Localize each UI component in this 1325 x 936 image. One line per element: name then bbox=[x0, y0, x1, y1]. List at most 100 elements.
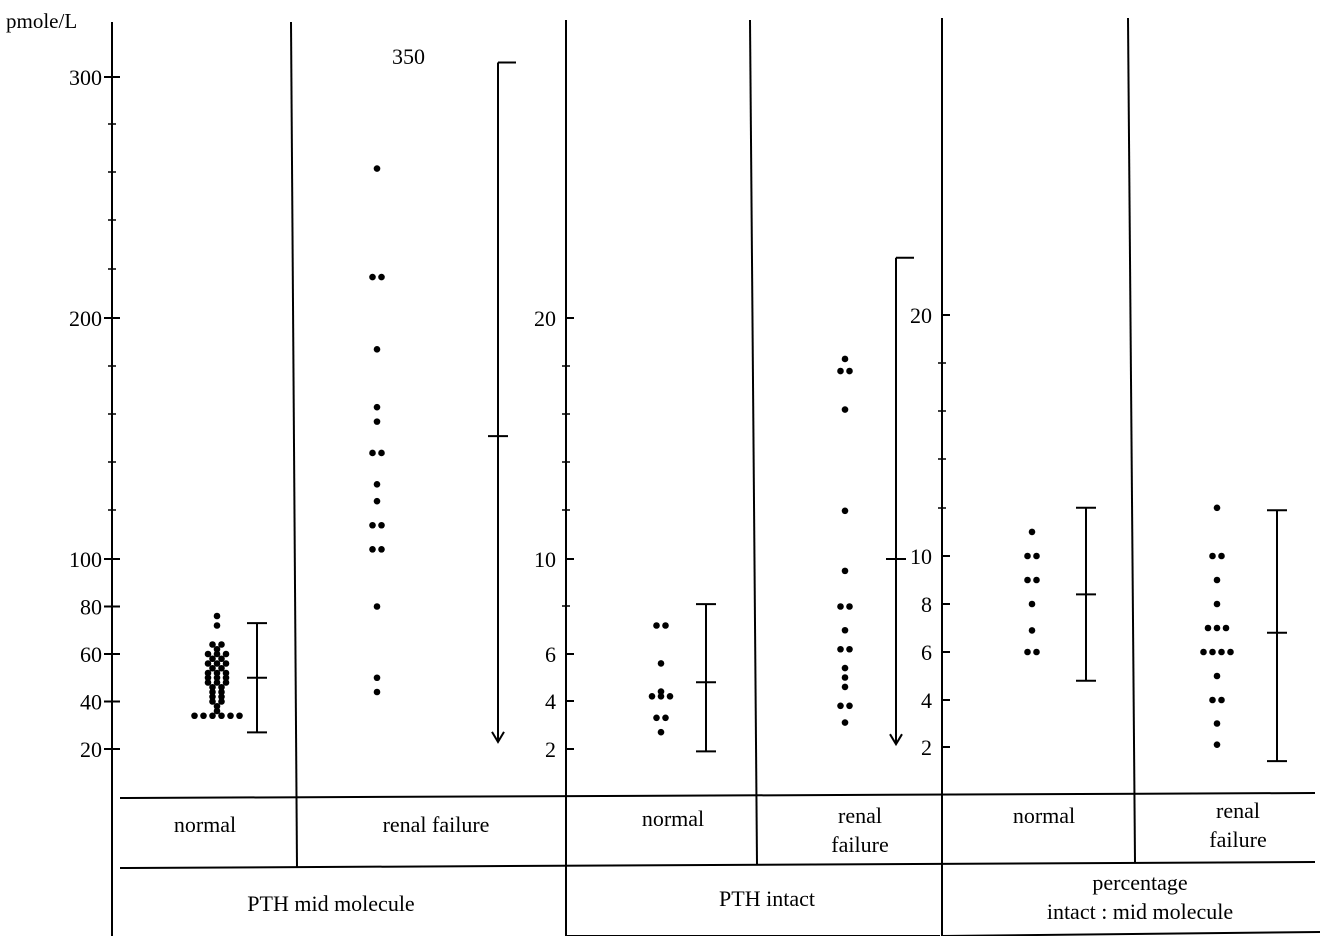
data-point bbox=[657, 660, 665, 667]
group-label-line: normal bbox=[642, 806, 704, 831]
panel-label: PTH mid molecule bbox=[247, 891, 414, 916]
data-point bbox=[1209, 648, 1216, 656]
data-point bbox=[841, 355, 849, 363]
data-point bbox=[837, 367, 844, 375]
data-point bbox=[378, 273, 385, 281]
panel-label-line: PTH intact bbox=[719, 886, 815, 911]
panel-label-line: percentage bbox=[1092, 870, 1187, 895]
y-tick-label: 6 bbox=[921, 640, 932, 665]
data-point bbox=[846, 367, 853, 375]
data-point bbox=[204, 674, 212, 682]
data-point bbox=[1222, 624, 1230, 632]
data-point bbox=[841, 626, 849, 634]
group-label: normal bbox=[174, 812, 236, 837]
data-point bbox=[204, 679, 212, 686]
data-point bbox=[1024, 648, 1031, 656]
data-point bbox=[1033, 576, 1040, 584]
group-label-line: normal bbox=[1013, 803, 1075, 828]
data-point bbox=[1213, 504, 1221, 512]
data-point bbox=[1028, 600, 1036, 608]
data-point bbox=[1204, 624, 1212, 632]
data-point bbox=[204, 669, 212, 677]
y-tick-label: 80 bbox=[80, 595, 102, 620]
data-point bbox=[373, 688, 381, 696]
data-point bbox=[200, 712, 207, 720]
group-label: renal failure bbox=[383, 812, 490, 837]
data-point bbox=[1209, 696, 1216, 704]
table-middle-line bbox=[119, 861, 1316, 869]
data-point bbox=[1024, 576, 1031, 584]
data-point bbox=[653, 714, 660, 722]
data-point bbox=[1213, 624, 1221, 632]
data-point bbox=[1209, 552, 1216, 560]
y-tick-label: 4 bbox=[921, 688, 932, 713]
range-bar bbox=[886, 256, 914, 747]
data-point bbox=[657, 688, 665, 695]
data-point bbox=[209, 693, 216, 701]
data-point bbox=[373, 674, 381, 682]
data-point bbox=[841, 674, 849, 681]
y-tick-label: 10 bbox=[910, 544, 932, 569]
data-point bbox=[1213, 576, 1221, 584]
data-point bbox=[209, 698, 216, 705]
data-point bbox=[209, 712, 216, 720]
data-point bbox=[218, 641, 225, 648]
data-point bbox=[1218, 648, 1225, 656]
data-point bbox=[191, 712, 198, 720]
y-tick-label: 20 bbox=[534, 306, 556, 331]
data-point bbox=[373, 165, 381, 172]
data-point bbox=[837, 603, 844, 610]
y-tick-label: 10 bbox=[534, 547, 556, 572]
data-point bbox=[1213, 741, 1221, 748]
range-bar-arrowhead bbox=[889, 733, 903, 747]
data-point bbox=[213, 650, 221, 658]
y-tick-label: 300 bbox=[69, 65, 102, 90]
data-point bbox=[648, 693, 656, 700]
divider-mid-renal bbox=[290, 21, 298, 869]
data-point bbox=[1218, 696, 1225, 704]
data-point bbox=[369, 521, 376, 529]
data-point bbox=[841, 567, 849, 575]
data-point bbox=[218, 712, 225, 720]
data-point bbox=[213, 679, 221, 686]
data-point bbox=[837, 645, 844, 653]
data-point bbox=[662, 622, 669, 629]
chart-frame bbox=[119, 17, 1321, 936]
data-point bbox=[1200, 648, 1207, 656]
data-point bbox=[369, 449, 376, 457]
data-point bbox=[222, 660, 230, 667]
data-point bbox=[209, 641, 216, 648]
data-point bbox=[204, 660, 212, 667]
data-point bbox=[841, 719, 849, 726]
y-tick-label: 2 bbox=[545, 737, 556, 762]
data-point bbox=[373, 480, 381, 488]
data-point bbox=[369, 273, 376, 281]
group-label: normal bbox=[642, 806, 704, 831]
y-axis-title: pmole/L bbox=[6, 9, 77, 33]
data-point bbox=[653, 622, 660, 629]
data-point bbox=[1218, 552, 1225, 560]
range-bar-arrowhead bbox=[491, 731, 505, 744]
data-point bbox=[213, 612, 221, 620]
data-point bbox=[213, 707, 221, 715]
text-labels: 20 40 60 80 100 200 300 2 4 6 10 20 2 4 6 8 10 20 pmole/L 3… bbox=[6, 9, 1267, 924]
data-point bbox=[1033, 552, 1040, 560]
divider-pct-renal bbox=[1127, 17, 1136, 863]
data-point bbox=[1227, 648, 1234, 656]
data-point bbox=[213, 622, 221, 629]
group-label-line: failure bbox=[1209, 827, 1266, 852]
data-point bbox=[1213, 672, 1221, 680]
y-tick-label: 20 bbox=[80, 737, 102, 762]
data-point bbox=[373, 403, 381, 411]
data-point bbox=[209, 688, 216, 696]
data-point bbox=[209, 683, 216, 691]
data-point bbox=[1213, 600, 1221, 608]
data-point bbox=[378, 546, 385, 553]
divider-intact-renal bbox=[749, 19, 758, 865]
data-point bbox=[662, 714, 669, 722]
data-point bbox=[222, 669, 230, 677]
data-point bbox=[841, 664, 849, 672]
data-point bbox=[236, 712, 243, 720]
panel-label-line: PTH mid molecule bbox=[247, 891, 414, 916]
